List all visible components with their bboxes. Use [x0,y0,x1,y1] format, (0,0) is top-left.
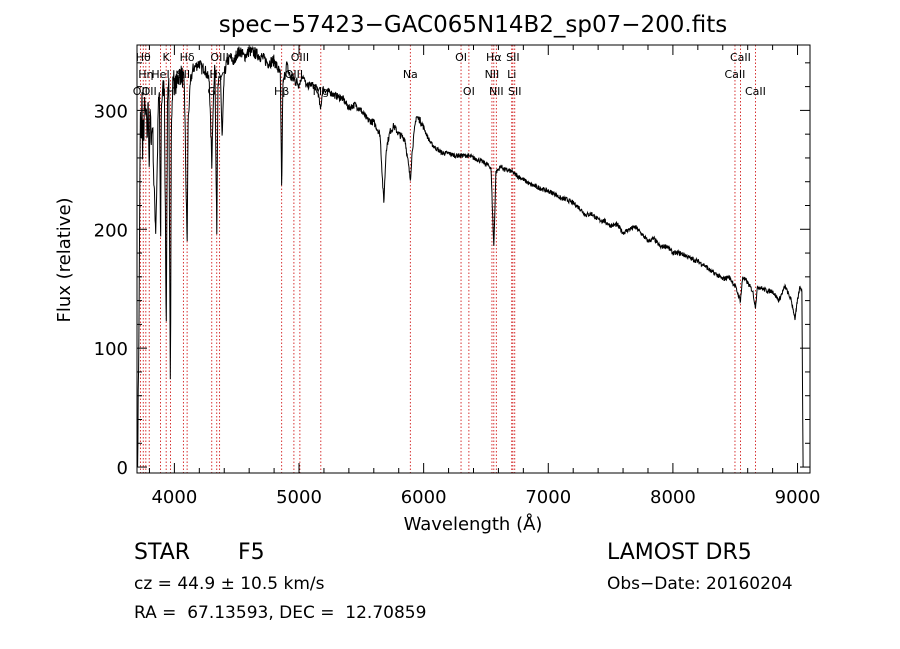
line-marker-label: Hγ [209,68,224,81]
chart-title: spec−57423−GAC065N14B2_sp07−200.fits [219,12,727,38]
x-tick-label: 7000 [525,487,571,508]
y-tick-label: 100 [94,339,128,360]
line-marker-label: Hβ [274,85,289,98]
line-marker-label: OI [455,51,467,64]
x-axis-label: Wavelength (Å) [404,513,543,535]
x-axis: 4000 5000 6000 7000 8000 9000 [148,45,821,508]
line-marker-label: G [208,85,217,98]
line-marker-label: OI [463,85,475,98]
object-subclass: F5 [238,540,265,565]
x-tick-label: 9000 [775,487,821,508]
line-marker-label: Li [507,68,516,81]
line-markers [139,45,756,473]
x-tick-label: 8000 [650,487,696,508]
observation-date: Obs−Date: 20160204 [607,574,793,594]
line-marker-label: HeI [151,68,169,81]
y-tick-label: 300 [94,101,128,122]
line-marker-label: OIII [210,51,228,64]
x-tick-label: 4000 [151,487,197,508]
line-marker-label: Hα [486,51,502,64]
line-marker-label: SII [506,51,519,64]
spectrum-line [137,45,804,468]
survey-name: LAMOST DR5 [607,540,752,565]
line-marker-label: NII [485,68,500,81]
line-marker-label: OIII [291,51,309,64]
line-marker-label: Hδ [180,51,195,64]
line-marker-label: Hη [138,68,153,81]
y-axis-label: Flux (relative) [54,197,75,322]
y-tick-label: 200 [94,220,128,241]
line-marker-label: CaII [745,85,766,98]
line-marker-label: K [163,51,171,64]
plot-frame [136,44,811,474]
y-tick-label: 0 [117,458,128,479]
line-marker-label: Hθ [136,51,151,64]
x-tick-label: 6000 [401,487,447,508]
line-marker-label: Na [403,68,418,81]
y-axis: 0 100 200 300 [94,62,810,479]
ra-dec-coordinates: RA = 67.13593, DEC = 12.70859 [134,603,427,623]
line-marker-label: NII [489,85,504,98]
redshift-velocity: cz = 44.9 ± 10.5 km/s [134,574,325,594]
line-marker-label: SII [508,85,521,98]
object-class: STAR [134,540,191,565]
line-marker-label: OIII [285,68,303,81]
x-tick-label: 5000 [276,487,322,508]
line-marker-label: CaII [730,51,751,64]
line-marker-label: H [166,85,174,98]
line-marker-label: OII [142,85,157,98]
line-marker-label: CaII [725,68,746,81]
